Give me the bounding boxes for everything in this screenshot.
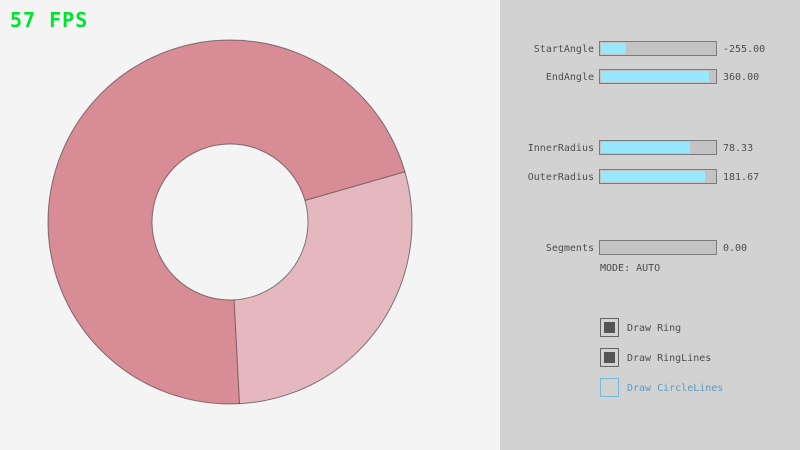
innerradius-label: InnerRadius (527, 143, 594, 154)
startangle-slider-fill (601, 43, 626, 54)
mode-label: MODE: AUTO (600, 263, 661, 274)
segments-slider[interactable] (599, 240, 717, 255)
draw-ringlines-checkbox[interactable] (600, 348, 619, 367)
checkbox-row-draw-circlelines: Draw CircleLines (600, 378, 800, 398)
innerradius-slider-fill (601, 142, 691, 153)
slider-row-outerradius: OuterRadius 181.67 (0, 169, 800, 184)
startangle-value: -255.00 (723, 44, 766, 55)
endangle-value: 360.00 (723, 72, 760, 83)
checkbox-row-draw-ringlines: Draw RingLines (600, 348, 800, 368)
draw-circlelines-checkbox[interactable] (600, 378, 619, 397)
slider-row-segments: Segments 0.00 (0, 240, 800, 255)
outerradius-label: OuterRadius (527, 172, 594, 183)
endangle-slider[interactable] (599, 69, 717, 84)
checkbox-row-draw-ring: Draw Ring (600, 318, 800, 338)
fps-counter: 57 FPS (10, 8, 89, 32)
slider-row-endangle: EndAngle 360.00 (0, 69, 800, 84)
segments-value: 0.00 (723, 243, 748, 254)
ring-cap-line-end (304, 171, 406, 201)
innerradius-value: 78.33 (723, 143, 754, 154)
draw-ring-label: Draw Ring (627, 323, 682, 334)
startangle-label: StartAngle (533, 44, 594, 55)
outerradius-value: 181.67 (723, 172, 760, 183)
ring-visualization (47, 39, 413, 405)
outerradius-slider-fill (601, 171, 705, 182)
slider-row-innerradius: InnerRadius 78.33 (0, 140, 800, 155)
ring-cap-line-start (233, 299, 240, 404)
checkmark-icon (604, 352, 615, 363)
draw-ring-checkbox[interactable] (600, 318, 619, 337)
startangle-slider[interactable] (599, 41, 717, 56)
checkmark-icon (604, 322, 615, 333)
ring-outer-outline (47, 39, 413, 405)
slider-row-startangle: StartAngle -255.00 (0, 41, 800, 56)
ring-inner-hole (151, 143, 309, 301)
innerradius-slider[interactable] (599, 140, 717, 155)
endangle-slider-fill (601, 71, 710, 82)
draw-ringlines-label: Draw RingLines (627, 353, 712, 364)
segments-label: Segments (545, 243, 594, 254)
outerradius-slider[interactable] (599, 169, 717, 184)
ring-single-pass-sector (234, 171, 413, 404)
endangle-label: EndAngle (545, 72, 594, 83)
draw-circlelines-label: Draw CircleLines (627, 383, 724, 394)
